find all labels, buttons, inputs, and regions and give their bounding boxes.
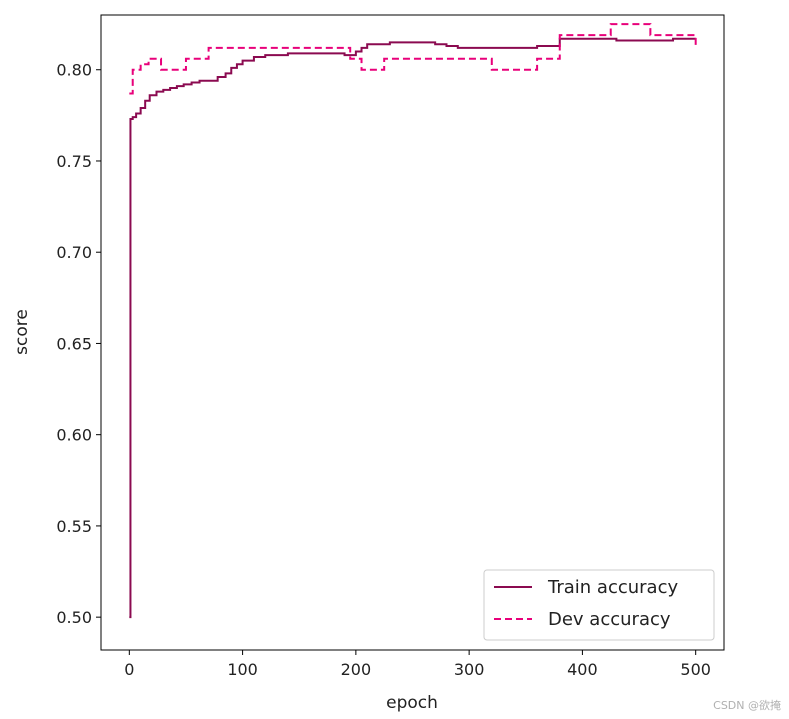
dev-accuracy-line	[129, 23, 697, 95]
watermark-text: CSDN @欲掩	[713, 699, 781, 712]
x-tick-label: 200	[341, 660, 372, 679]
x-tick-label: 300	[454, 660, 485, 679]
x-tick-label: 500	[680, 660, 711, 679]
y-tick-label: 0.70	[56, 243, 92, 262]
train-accuracy-line	[129, 37, 696, 619]
y-tick-label: 0.50	[56, 608, 92, 627]
legend-train-label: Train accuracy	[547, 577, 678, 598]
x-tick-label: 0	[124, 660, 134, 679]
legend-dev-label: Dev accuracy	[548, 609, 671, 630]
series-layer	[129, 23, 697, 619]
y-axis-label: score	[12, 309, 32, 355]
x-axis-ticks: 0 100 200 300 400 500	[124, 650, 711, 679]
x-tick-label: 400	[567, 660, 598, 679]
y-tick-label: 0.60	[56, 426, 92, 445]
y-tick-label: 0.75	[56, 152, 92, 171]
plot-frame	[100, 14, 725, 651]
plot-area: 0 100 200 300 400 500 0.50 0.55 0.60 0.65 0.70 0.7…	[56, 14, 725, 679]
y-tick-label: 0.65	[56, 334, 92, 353]
x-axis-label: epoch	[386, 693, 438, 713]
y-axis-ticks: 0.50 0.55 0.60 0.65 0.70 0.75 0.80	[56, 61, 101, 627]
legend: Train accuracy Dev accuracy	[483, 569, 715, 641]
y-tick-label: 0.80	[56, 61, 92, 80]
y-tick-label: 0.55	[56, 517, 92, 536]
legend-box	[483, 569, 715, 641]
x-tick-label: 100	[227, 660, 258, 679]
